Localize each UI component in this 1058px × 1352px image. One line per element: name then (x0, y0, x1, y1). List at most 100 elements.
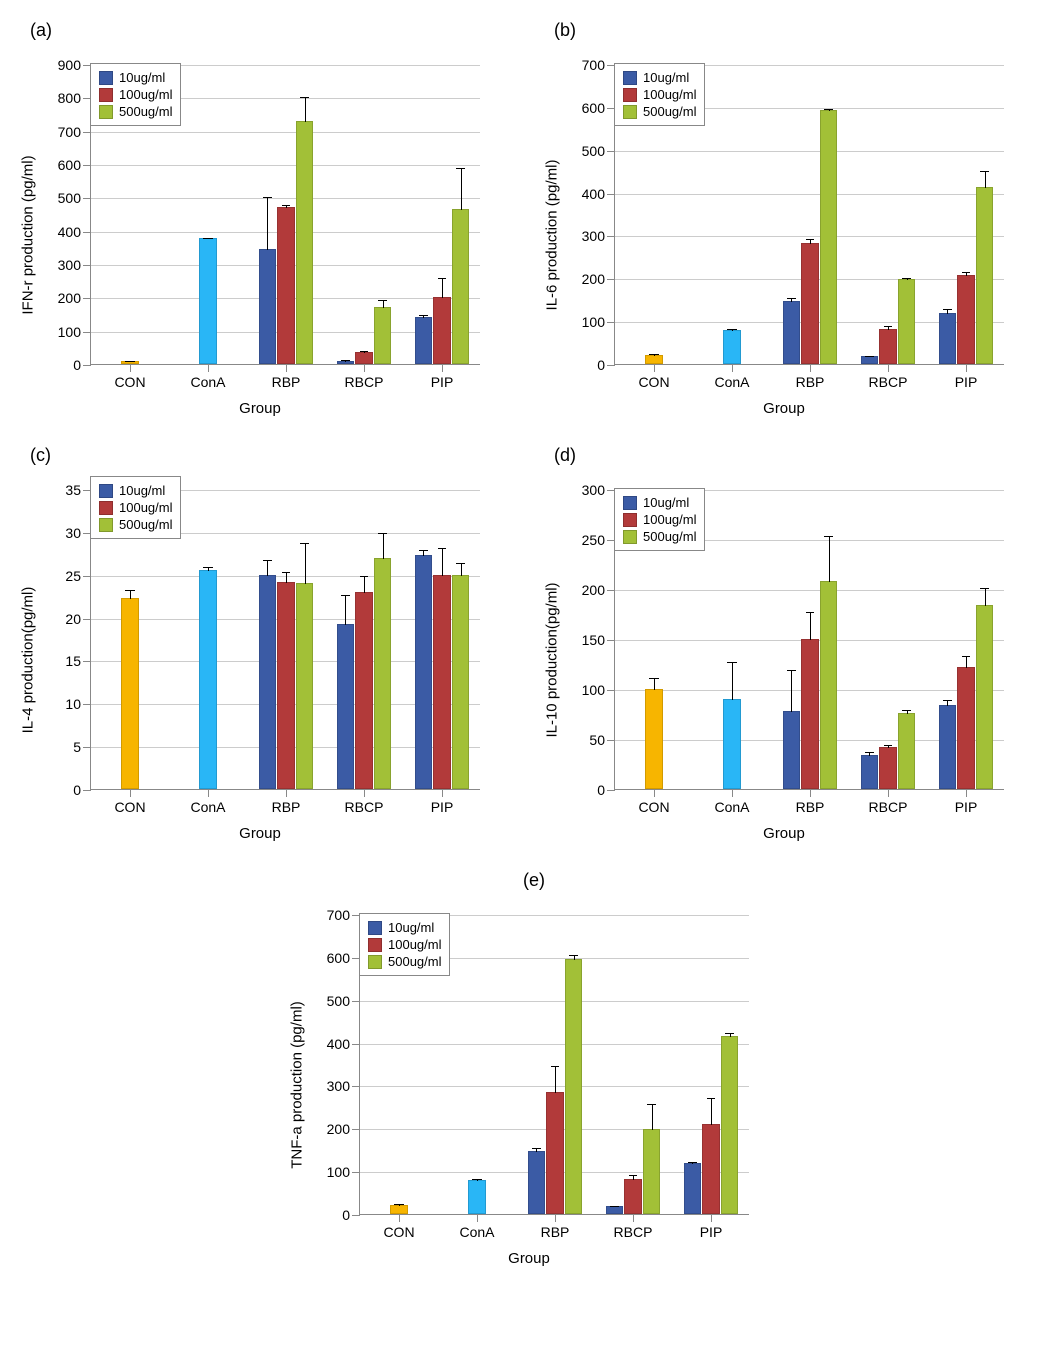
xtick-label: CON (114, 364, 145, 390)
error-bar (364, 576, 365, 593)
legend-swatch (368, 938, 382, 952)
chart-d: 050100150200250300CONConARBPRBCPPIPIL-10… (544, 470, 1024, 850)
error-bar (442, 278, 443, 298)
error-cap (360, 576, 369, 577)
ytick-label: 0 (73, 782, 91, 798)
x-axis-label: Group (763, 825, 805, 842)
bar (879, 747, 897, 789)
error-cap (980, 588, 989, 589)
legend: 10ug/ml100ug/ml500ug/ml (614, 63, 705, 126)
xtick-label: RBCP (869, 364, 908, 390)
panel-label-b: (b) (554, 20, 1038, 41)
legend-swatch (623, 105, 637, 119)
legend: 10ug/ml100ug/ml500ug/ml (359, 913, 450, 976)
xtick-label: RBCP (614, 1214, 653, 1240)
bar (390, 1205, 408, 1214)
error-cap (438, 548, 447, 549)
bar (702, 1124, 720, 1214)
xtick-label: PIP (431, 364, 454, 390)
error-cap (647, 1104, 656, 1105)
error-bar (985, 171, 986, 188)
ytick-label: 700 (327, 907, 360, 923)
ytick-label: 200 (327, 1121, 360, 1137)
ytick-label: 15 (65, 653, 91, 669)
error-cap (943, 309, 952, 310)
legend-swatch (99, 88, 113, 102)
bar (957, 667, 975, 789)
bar (121, 598, 139, 789)
error-cap (378, 533, 387, 534)
error-bar (345, 595, 346, 626)
gridline (91, 132, 480, 133)
bar (939, 313, 957, 364)
bar (976, 605, 994, 789)
xtick-label: CON (638, 789, 669, 815)
xtick-label: CON (383, 1214, 414, 1240)
ytick-label: 800 (58, 90, 91, 106)
xtick-label: RBCP (869, 789, 908, 815)
bar (546, 1092, 564, 1214)
ytick-label: 25 (65, 568, 91, 584)
legend-row: 100ug/ml (99, 87, 172, 102)
error-cap (806, 239, 815, 240)
legend-label: 500ug/ml (643, 104, 696, 119)
ytick-label: 100 (582, 682, 615, 698)
error-cap (649, 354, 658, 355)
xtick-label: RBP (272, 364, 301, 390)
error-cap (865, 356, 874, 357)
error-cap (865, 752, 874, 753)
ytick-label: 600 (327, 950, 360, 966)
error-cap (707, 1098, 716, 1099)
bar (723, 330, 741, 364)
error-cap (341, 360, 350, 361)
ytick-label: 400 (582, 186, 615, 202)
error-cap (472, 1179, 481, 1180)
bar (433, 297, 451, 364)
xtick-label: RBCP (345, 364, 384, 390)
legend-label: 500ug/ml (643, 529, 696, 544)
legend-row: 500ug/ml (99, 104, 172, 119)
ytick-label: 300 (58, 257, 91, 273)
gridline (91, 165, 480, 166)
x-axis-label: Group (508, 1250, 550, 1267)
gridline (615, 236, 1004, 237)
error-bar (305, 543, 306, 584)
bar (645, 689, 663, 789)
legend-swatch (623, 71, 637, 85)
xtick-label: ConA (459, 1214, 494, 1240)
bar (939, 705, 957, 789)
bar (721, 1036, 739, 1214)
bar (452, 209, 470, 364)
error-cap (725, 1033, 734, 1034)
error-cap (962, 272, 971, 273)
ytick-label: 700 (582, 57, 615, 73)
bar (296, 121, 314, 364)
xtick-label: PIP (700, 1214, 723, 1240)
ytick-label: 300 (582, 228, 615, 244)
xtick-label: ConA (190, 789, 225, 815)
error-cap (419, 550, 428, 551)
error-cap (263, 560, 272, 561)
legend-swatch (623, 496, 637, 510)
error-cap (688, 1162, 697, 1163)
error-cap (456, 563, 465, 564)
xtick-label: ConA (714, 364, 749, 390)
bar (565, 959, 583, 1214)
panel-label-d: (d) (554, 445, 1038, 466)
ytick-label: 0 (73, 357, 91, 373)
error-bar (461, 563, 462, 576)
error-bar (383, 533, 384, 559)
bar (468, 1180, 486, 1214)
xtick-label: ConA (190, 364, 225, 390)
error-cap (341, 595, 350, 596)
error-cap (787, 298, 796, 299)
panel-e-wrap: (e)0100200300400500600700CONConARBPRBCPP… (20, 870, 1038, 1275)
error-bar (130, 590, 131, 599)
error-cap (824, 536, 833, 537)
legend-row: 10ug/ml (99, 483, 172, 498)
ytick-label: 150 (582, 632, 615, 648)
legend-label: 500ug/ml (119, 104, 172, 119)
error-cap (629, 1175, 638, 1176)
bar (645, 355, 663, 364)
error-cap (610, 1206, 619, 1207)
